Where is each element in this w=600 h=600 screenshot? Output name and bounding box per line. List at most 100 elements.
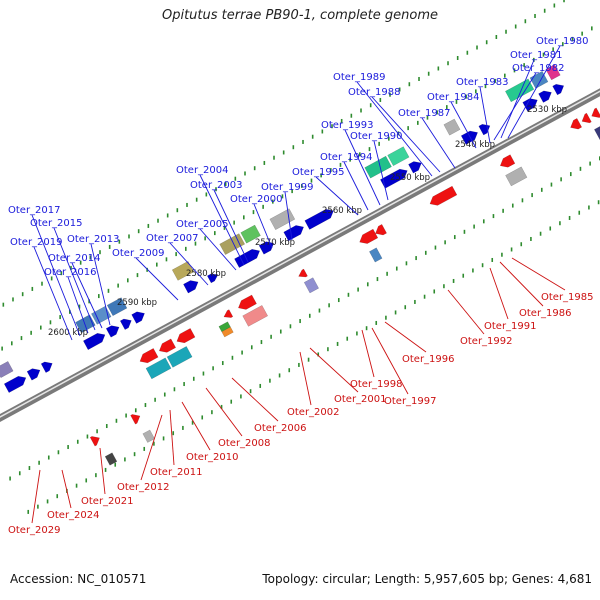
accession-text: Accession: NC_010571 — [10, 572, 147, 586]
gene-forward — [234, 249, 261, 268]
label-leader — [253, 203, 273, 249]
gene-label: Oter_2019 — [10, 237, 63, 248]
label-leader — [511, 257, 566, 291]
gene-feature-block — [166, 346, 193, 368]
gene-label: Oter_1996 — [402, 354, 455, 365]
label-leader — [53, 227, 96, 331]
label-leader — [493, 72, 537, 141]
gene-label: Oter_1990 — [350, 131, 403, 142]
label-leader — [31, 214, 81, 337]
label-leader — [500, 59, 535, 139]
gene-label: Oter_2001 — [334, 394, 387, 405]
label-leader — [33, 246, 73, 341]
label-leader — [384, 321, 427, 353]
gene-feature-block — [303, 277, 320, 294]
scale-label: 2530 kbp — [527, 105, 567, 115]
gene-label: Oter_1982 — [512, 63, 565, 74]
gene-label: Oter_2011 — [150, 467, 203, 478]
label-leader — [489, 267, 509, 320]
gene-forward — [26, 368, 41, 381]
gene-forward — [408, 161, 422, 174]
gene-feature-block — [505, 78, 535, 103]
gene-forward — [131, 311, 145, 324]
scale-label: 2580 kbp — [186, 269, 226, 279]
gene-feature-block — [369, 247, 383, 263]
gene-forward — [183, 280, 199, 294]
gene-forward — [538, 90, 552, 103]
scale-label: 2560 kbp — [322, 206, 362, 216]
gene-feature-block — [145, 357, 172, 380]
gene-feature-block — [505, 166, 528, 187]
gene-label: Oter_2021 — [81, 496, 134, 507]
label-leader — [213, 189, 249, 263]
label-leader — [205, 387, 243, 437]
label-leader — [140, 414, 163, 481]
backbone — [0, 88, 600, 422]
gene-forward — [258, 241, 275, 255]
gene-reverse — [591, 107, 600, 118]
label-leader — [67, 276, 89, 334]
label-leader — [499, 261, 544, 307]
gene-label: Oter_1986 — [519, 308, 572, 319]
gene-reverse — [429, 185, 458, 206]
scale-label: 2540 kbp — [455, 140, 495, 150]
label-leader — [315, 176, 359, 216]
gene-label: Oter_1980 — [536, 36, 589, 47]
label-leader — [284, 191, 293, 241]
gene-label: Oter_2015 — [30, 218, 83, 229]
label-leader — [299, 351, 312, 406]
gene-forward — [82, 333, 106, 351]
gene-reverse — [158, 338, 177, 353]
gene-label: Oter_1993 — [321, 120, 374, 131]
gene-small — [142, 429, 155, 443]
gene-label: Oter_2010 — [186, 452, 239, 463]
gene-label: Oter_2013 — [67, 234, 120, 245]
gene-label: Oter_1987 — [398, 108, 451, 119]
gene-reverse — [298, 268, 308, 278]
scale-label: 2550 kbp — [390, 173, 430, 183]
gene-reverse — [176, 328, 196, 344]
gene-reverse — [570, 118, 583, 130]
gene-feature-block — [387, 146, 410, 167]
gene-label: Oter_2003 — [190, 180, 243, 191]
gene-feature-block — [171, 260, 195, 281]
gene-label: Oter_2007 — [146, 233, 199, 244]
gene-reverse — [375, 223, 387, 236]
label-leader — [421, 117, 456, 169]
gene-label: Oter_1991 — [484, 321, 537, 332]
gene-forward — [3, 375, 27, 393]
gene-feature-block — [219, 233, 246, 256]
gene-reverse — [223, 309, 234, 318]
genome-summary: Topology: circular; Length: 5,957,605 bp… — [262, 572, 592, 586]
gene-label: Oter_1995 — [292, 167, 345, 178]
gene-forward — [283, 225, 304, 242]
gene-feature-block — [443, 118, 461, 136]
gene-feature-block — [269, 208, 296, 231]
gene-label: Oter_2004 — [176, 165, 229, 176]
gene-label: Oter_2002 — [287, 407, 340, 418]
label-leader — [344, 129, 381, 206]
gene-label: Oter_2024 — [47, 510, 100, 521]
gene-small — [130, 414, 141, 425]
gene-forward — [119, 318, 132, 330]
label-leader — [309, 347, 359, 393]
gene-feature-block — [242, 304, 269, 327]
scale-label: 2570 kbp — [255, 238, 295, 248]
label-leader — [61, 469, 72, 509]
genome-title: Opitutus terrae PB90-1, complete genome — [161, 8, 439, 23]
gene-label: Oter_2012 — [117, 482, 170, 493]
gene-reverse — [139, 348, 159, 364]
gene-label: Oter_2016 — [44, 267, 97, 278]
gene-label: Oter_2005 — [176, 219, 229, 230]
label-leader — [199, 174, 245, 266]
gene-feature-block — [221, 326, 234, 338]
gene-small — [89, 436, 100, 447]
label-leader — [479, 86, 491, 144]
gene-label: Oter_1998 — [350, 379, 403, 390]
label-leader — [507, 45, 561, 139]
label-leader — [373, 140, 389, 201]
label-leader — [135, 257, 179, 301]
label-leader — [371, 96, 441, 173]
label-leader — [181, 401, 211, 451]
